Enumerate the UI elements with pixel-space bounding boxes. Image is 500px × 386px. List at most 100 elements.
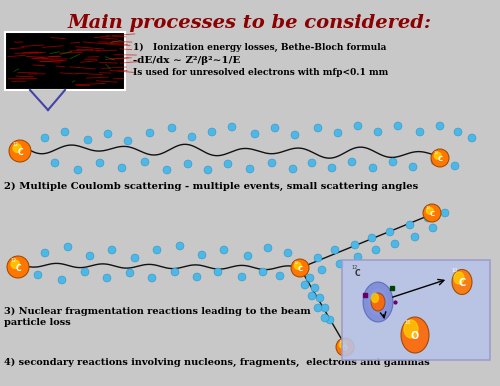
Circle shape: [146, 129, 154, 137]
Circle shape: [434, 152, 441, 159]
Text: 2) Multiple Coulomb scattering - multiple events, small scattering angles: 2) Multiple Coulomb scattering - multipl…: [4, 182, 418, 191]
Circle shape: [204, 166, 212, 174]
Text: O: O: [342, 345, 348, 351]
Ellipse shape: [371, 293, 385, 311]
Circle shape: [7, 256, 29, 278]
Circle shape: [368, 234, 376, 242]
Circle shape: [176, 242, 184, 250]
Circle shape: [81, 268, 89, 276]
Circle shape: [284, 249, 292, 257]
Circle shape: [354, 253, 362, 261]
Circle shape: [171, 268, 179, 276]
Text: 12: 12: [12, 142, 18, 147]
Circle shape: [431, 157, 439, 165]
Text: C: C: [355, 269, 360, 278]
Ellipse shape: [369, 289, 387, 315]
Text: 3) Nuclear fragmentation reactions leading to the beam: 3) Nuclear fragmentation reactions leadi…: [4, 307, 311, 316]
Circle shape: [131, 254, 139, 262]
Circle shape: [289, 165, 297, 173]
Circle shape: [246, 165, 254, 173]
Circle shape: [214, 268, 222, 276]
Circle shape: [41, 249, 49, 257]
Text: Main processes to be considered:: Main processes to be considered:: [68, 14, 432, 32]
Circle shape: [51, 159, 59, 167]
Circle shape: [340, 341, 346, 348]
Circle shape: [64, 243, 72, 251]
Circle shape: [318, 266, 326, 274]
Circle shape: [271, 124, 279, 132]
Circle shape: [308, 292, 316, 300]
Circle shape: [259, 268, 267, 276]
Circle shape: [354, 122, 362, 130]
Circle shape: [291, 259, 309, 277]
Circle shape: [409, 163, 417, 171]
Circle shape: [416, 128, 424, 136]
Circle shape: [336, 260, 344, 268]
Circle shape: [424, 214, 432, 222]
Circle shape: [208, 128, 216, 136]
Circle shape: [426, 207, 433, 214]
Circle shape: [9, 140, 31, 162]
Bar: [342, 260, 490, 360]
Circle shape: [86, 252, 94, 260]
Ellipse shape: [454, 272, 464, 284]
Circle shape: [336, 338, 354, 356]
Circle shape: [351, 241, 359, 249]
Circle shape: [406, 221, 414, 229]
Circle shape: [148, 274, 156, 282]
Circle shape: [436, 122, 444, 130]
Circle shape: [74, 166, 82, 174]
Circle shape: [188, 133, 196, 141]
Text: C: C: [438, 156, 442, 163]
Circle shape: [301, 281, 309, 289]
Circle shape: [348, 158, 356, 166]
Circle shape: [153, 246, 161, 254]
Circle shape: [34, 271, 42, 279]
Circle shape: [58, 276, 66, 284]
Circle shape: [61, 128, 69, 136]
Circle shape: [294, 262, 301, 269]
Circle shape: [124, 137, 132, 145]
Circle shape: [454, 128, 462, 136]
Text: 4) secondary reactions involving nucleons, fragments,  electrons and gammas: 4) secondary reactions involving nucleon…: [4, 358, 430, 367]
Circle shape: [276, 272, 284, 280]
Circle shape: [224, 160, 232, 168]
Circle shape: [84, 136, 92, 144]
Circle shape: [431, 149, 449, 167]
Circle shape: [306, 274, 314, 282]
Circle shape: [103, 274, 111, 282]
Circle shape: [126, 269, 134, 277]
Text: 10: 10: [452, 269, 458, 274]
Circle shape: [316, 294, 324, 302]
Text: 10: 10: [426, 206, 430, 210]
Text: C: C: [17, 148, 23, 157]
Circle shape: [308, 159, 316, 167]
Circle shape: [386, 228, 394, 236]
Circle shape: [108, 246, 116, 254]
Circle shape: [13, 144, 22, 152]
Circle shape: [193, 273, 201, 281]
Circle shape: [391, 240, 399, 248]
Text: 12: 12: [434, 151, 438, 155]
Circle shape: [198, 251, 206, 259]
Circle shape: [141, 158, 149, 166]
Text: 15: 15: [405, 320, 411, 325]
Circle shape: [423, 204, 441, 222]
Text: particle loss: particle loss: [4, 318, 71, 327]
Circle shape: [429, 224, 437, 232]
Ellipse shape: [363, 282, 393, 322]
Circle shape: [314, 254, 322, 262]
Circle shape: [168, 124, 176, 132]
Text: C: C: [458, 278, 466, 288]
Circle shape: [311, 284, 319, 292]
Text: C: C: [15, 264, 21, 273]
Text: Is used for unresolved electrons with mfp<0.1 mm: Is used for unresolved electrons with mf…: [133, 68, 388, 77]
Circle shape: [369, 164, 377, 172]
Circle shape: [451, 162, 459, 170]
Circle shape: [334, 129, 342, 137]
Circle shape: [163, 166, 171, 174]
Circle shape: [321, 304, 329, 312]
Circle shape: [264, 244, 272, 252]
Circle shape: [251, 130, 259, 138]
Ellipse shape: [372, 293, 378, 303]
